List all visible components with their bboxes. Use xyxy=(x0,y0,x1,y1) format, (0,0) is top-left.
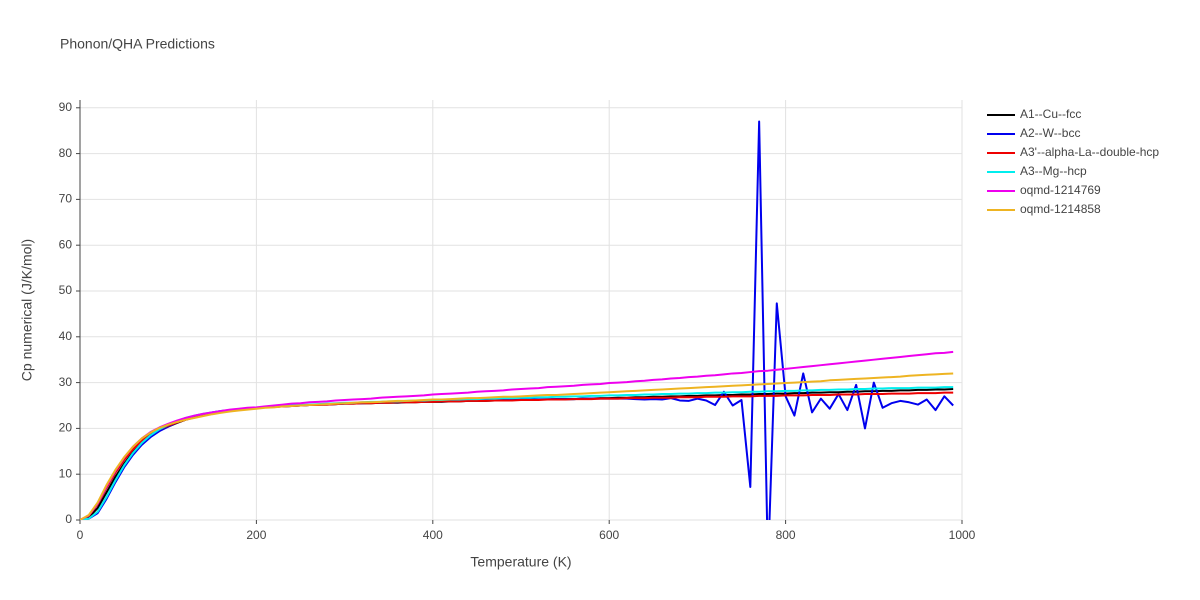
y-tick-label: 90 xyxy=(59,100,73,114)
legend-label: A2--W--bcc xyxy=(1020,126,1080,140)
y-tick-label: 10 xyxy=(59,466,73,480)
x-tick-label: 400 xyxy=(423,528,443,542)
x-tick-label: 0 xyxy=(77,528,84,542)
series-line xyxy=(80,120,954,520)
x-tick-label: 200 xyxy=(246,528,266,542)
y-tick-label: 40 xyxy=(59,329,73,343)
chart-title: Phonon/QHA Predictions xyxy=(60,36,215,52)
y-tick-label: 70 xyxy=(59,192,73,206)
series-line xyxy=(80,388,954,520)
legend-label: A1--Cu--fcc xyxy=(1020,107,1081,121)
series-line xyxy=(80,372,954,520)
legend-label: A3'--alpha-La--double-hcp xyxy=(1020,145,1159,159)
legend-label: oqmd-1214769 xyxy=(1020,183,1101,197)
y-tick-label: 50 xyxy=(59,283,73,297)
legend-label: oqmd-1214858 xyxy=(1020,202,1101,216)
grid: 0 10 20 30 40 50 60 70 80 90 0 200 400 600 800 1000 xyxy=(59,100,976,542)
y-tick-label: 80 xyxy=(59,146,73,160)
y-tick-label: 20 xyxy=(59,421,73,435)
y-tick-label: 60 xyxy=(59,237,73,251)
y-axis-label: Cp numerical (J/K/mol) xyxy=(19,239,35,381)
legend: A1--Cu--fcc A2--W--bcc A3'--alpha-La--doub… xyxy=(987,107,1159,216)
x-tick-label: 1000 xyxy=(949,528,976,542)
series-line xyxy=(80,386,954,520)
x-axis-label: Temperature (K) xyxy=(470,554,571,570)
y-tick-label: 30 xyxy=(59,375,73,389)
x-tick-label: 600 xyxy=(599,528,619,542)
series-line xyxy=(80,350,954,520)
y-tick-label: 0 xyxy=(65,512,72,526)
plot-area xyxy=(80,120,954,520)
legend-label: A3--Mg--hcp xyxy=(1020,164,1087,178)
x-tick-label: 800 xyxy=(776,528,796,542)
